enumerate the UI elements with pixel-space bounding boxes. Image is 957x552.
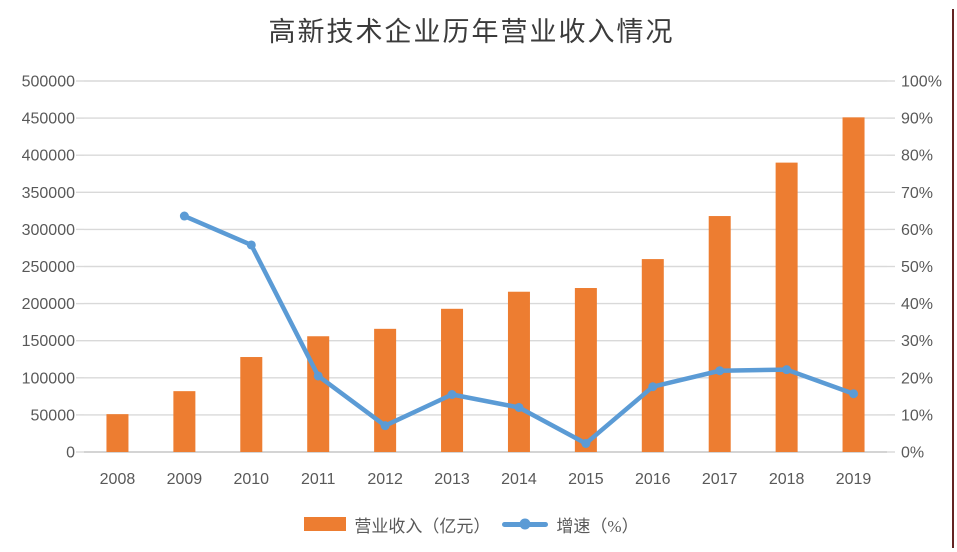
left-axis-label: 0 bbox=[66, 445, 75, 462]
bar-2017 bbox=[708, 216, 731, 452]
x-axis-label-2018: 2018 bbox=[769, 471, 805, 488]
bar-2012 bbox=[374, 328, 397, 452]
growth-point-marker bbox=[849, 389, 859, 399]
x-axis-label-2019: 2019 bbox=[836, 471, 872, 488]
right-axis-label: 50% bbox=[901, 259, 933, 276]
growth-point-marker bbox=[514, 402, 524, 412]
revenue-legend-label: 营业收入（亿元） bbox=[354, 516, 491, 536]
revenue-bar-swatch-icon bbox=[304, 517, 347, 531]
growth-point-marker bbox=[581, 438, 591, 448]
right-axis-label: 60% bbox=[901, 222, 933, 239]
left-axis-label: 450000 bbox=[22, 111, 75, 128]
legend-item-growth: 增速（%） bbox=[502, 512, 639, 537]
growth-point-marker bbox=[715, 366, 725, 376]
x-axis-label-2014: 2014 bbox=[501, 471, 537, 488]
x-axis-label-2011: 2011 bbox=[301, 471, 336, 488]
growth-point-marker bbox=[380, 421, 390, 431]
bar-2014 bbox=[507, 291, 530, 452]
x-axis-label-2013: 2013 bbox=[434, 471, 470, 488]
bar-2009 bbox=[173, 391, 196, 452]
left-axis-label: 300000 bbox=[22, 222, 75, 239]
bar-2018 bbox=[775, 162, 798, 452]
right-axis-label: 10% bbox=[901, 407, 933, 424]
left-axis-label: 200000 bbox=[22, 296, 75, 313]
right-axis-label: 0% bbox=[901, 445, 924, 462]
growth-point-marker bbox=[447, 389, 457, 399]
legend-item-revenue: 营业收入（亿元） bbox=[304, 512, 490, 537]
bar-2019 bbox=[842, 117, 865, 452]
right-axis-label: 70% bbox=[901, 185, 933, 202]
left-axis-label: 50000 bbox=[31, 407, 76, 424]
bar-2015 bbox=[574, 288, 597, 452]
left-axis-label: 100000 bbox=[22, 370, 75, 387]
right-axis-label: 40% bbox=[901, 296, 933, 313]
x-axis-label-2008: 2008 bbox=[100, 471, 136, 488]
growth-line-swatch-icon bbox=[502, 518, 549, 530]
x-axis-label-2009: 2009 bbox=[167, 471, 203, 488]
left-axis-label: 400000 bbox=[22, 148, 75, 165]
growth-point-marker bbox=[782, 365, 792, 375]
bar-2013 bbox=[441, 308, 464, 452]
legend: 营业收入（亿元） 增速（%） bbox=[0, 511, 943, 537]
growth-point-marker bbox=[179, 211, 189, 221]
right-axis-label: 20% bbox=[901, 370, 933, 387]
right-axis-label: 90% bbox=[901, 111, 933, 128]
left-axis-label: 350000 bbox=[22, 185, 75, 202]
x-axis-label-2016: 2016 bbox=[635, 471, 671, 488]
bar-2016 bbox=[641, 259, 664, 452]
growth-legend-label: 增速（%） bbox=[556, 516, 639, 536]
x-axis-label-2012: 2012 bbox=[367, 471, 403, 488]
right-axis-label: 100% bbox=[901, 74, 942, 91]
bar-2011 bbox=[307, 336, 330, 452]
right-edge-border bbox=[952, 9, 954, 548]
growth-line-marker-icon bbox=[519, 518, 531, 530]
right-axis-label: 30% bbox=[901, 333, 933, 350]
x-axis-label-2017: 2017 bbox=[702, 471, 738, 488]
growth-point-marker bbox=[313, 371, 323, 381]
chart-title: 高新技术企业历年营业收入情况 bbox=[268, 17, 675, 47]
bar-2010 bbox=[240, 357, 263, 452]
left-axis-label: 150000 bbox=[22, 333, 75, 350]
right-axis-label: 80% bbox=[901, 148, 933, 165]
x-axis-label-2015: 2015 bbox=[568, 471, 604, 488]
bar-2008 bbox=[106, 414, 129, 452]
left-axis-label: 500000 bbox=[22, 74, 75, 91]
x-axis-label-2010: 2010 bbox=[233, 471, 269, 488]
growth-point-marker bbox=[648, 382, 658, 392]
left-axis-label: 250000 bbox=[22, 259, 75, 276]
growth-point-marker bbox=[246, 240, 256, 250]
